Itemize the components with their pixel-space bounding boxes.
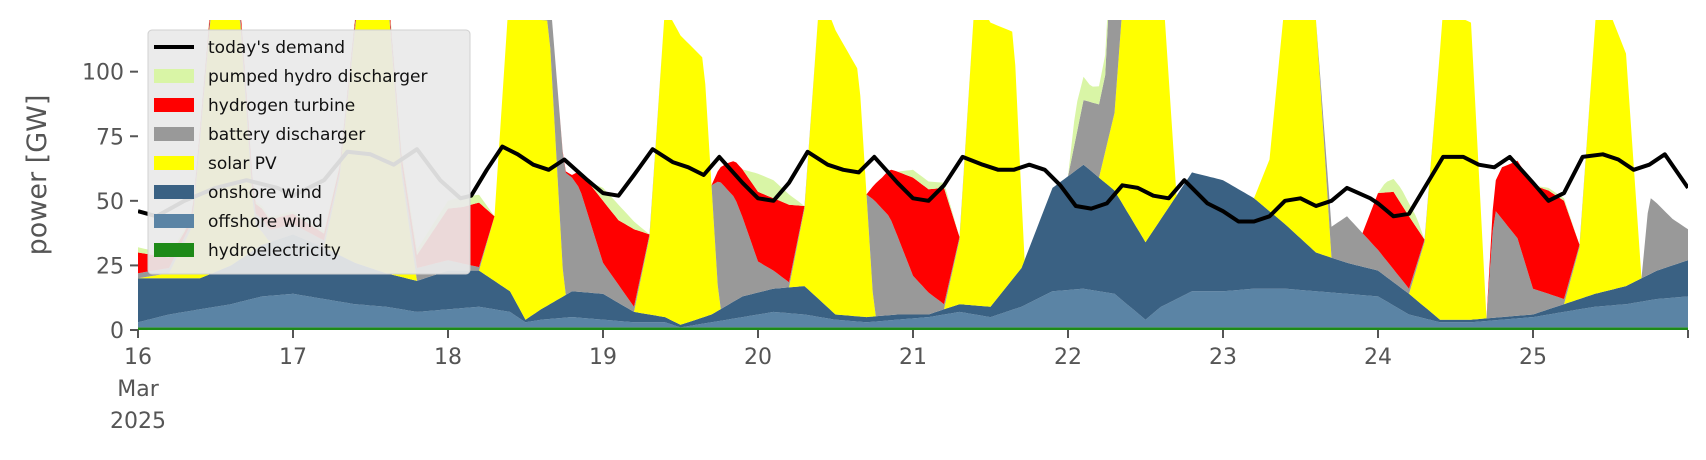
x-tick-label: Mar xyxy=(117,377,159,402)
legend-label-today-s-demand: today's demand xyxy=(208,38,345,58)
axes-group: 0 25 50 75 100 16 Mar 2025 17 18 19 20 21 22 23 24 25 xyxy=(82,61,1689,434)
x-tick-label: 24 xyxy=(1364,345,1392,370)
x-tick-label: 22 xyxy=(1054,345,1082,370)
legend-swatch-offshore-wind xyxy=(154,214,194,228)
legend-label-hydrogen-turbine: hydrogen turbine xyxy=(208,96,355,116)
x-tick-label: 18 xyxy=(434,345,462,370)
demand-line-group xyxy=(138,144,1688,224)
legend-label-hydroelectricity: hydroelectricity xyxy=(208,241,341,261)
legend-swatch-hydroelectricity xyxy=(154,243,194,257)
y-tick-label: 50 xyxy=(96,190,124,215)
demand-line xyxy=(138,144,1688,224)
x-tick-label: 20 xyxy=(744,345,772,370)
area-solar-pv xyxy=(138,20,1688,325)
legend-label-battery-discharger: battery discharger xyxy=(208,125,365,145)
legend-swatch-pumped-hydro-discharger xyxy=(154,69,194,83)
y-tick-label: 25 xyxy=(96,254,124,279)
area-series-group xyxy=(138,20,1688,330)
legend: today's demand pumped hydro discharger hyd… xyxy=(147,29,471,275)
area-onshore-wind xyxy=(138,164,1688,328)
y-tick-label: 100 xyxy=(82,61,124,86)
y-axis-title: power [GW] xyxy=(22,95,53,256)
legend-box xyxy=(147,29,471,275)
area-hydrogen-turbine xyxy=(138,20,1688,319)
legend-label-offshore-wind: offshore wind xyxy=(208,212,323,232)
x-tick-label: 19 xyxy=(589,345,617,370)
y-tick-label: 75 xyxy=(96,125,124,150)
x-tick-label: 17 xyxy=(279,345,307,370)
area-offshore-wind xyxy=(138,288,1688,328)
legend-swatch-hydrogen-turbine xyxy=(154,98,194,112)
legend-swatch-battery-discharger xyxy=(154,127,194,141)
x-tick-label: 21 xyxy=(899,345,927,370)
x-tick-label: 2025 xyxy=(110,409,166,434)
x-tick-label: 25 xyxy=(1519,345,1547,370)
legend-swatch-onshore-wind xyxy=(154,185,194,199)
legend-swatch-solar-pv xyxy=(154,156,194,170)
legend-label-onshore-wind: onshore wind xyxy=(208,183,322,203)
x-tick-label: 23 xyxy=(1209,345,1237,370)
legend-label-pumped-hydro-discharger: pumped hydro discharger xyxy=(208,67,427,87)
y-tick-label: 0 xyxy=(110,319,124,344)
x-tick-label: 16 xyxy=(124,345,152,370)
legend-label-solar-pv: solar PV xyxy=(208,154,277,174)
area-hydroelectricity xyxy=(138,327,1688,330)
